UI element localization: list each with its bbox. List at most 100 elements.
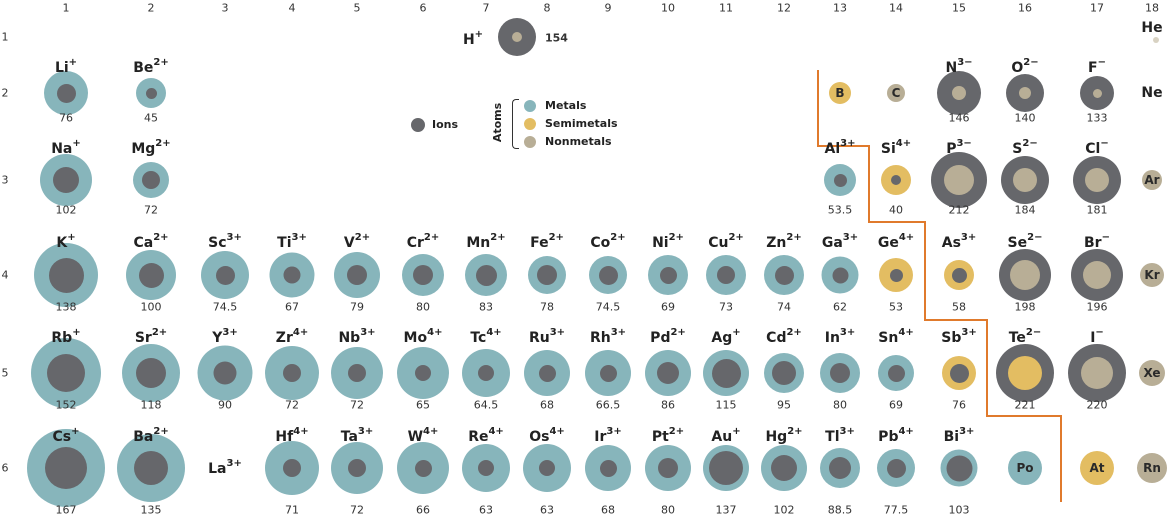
element-symbol: Nb: [338, 329, 361, 346]
atom-circle: [1019, 87, 1031, 99]
ion-symbol-label: Ru3+: [529, 327, 565, 346]
atom-circle: At: [1080, 451, 1114, 485]
legend-nonmetals-label: Nonmetals: [545, 135, 612, 148]
ion-circle: [478, 460, 494, 476]
element-symbol: Ag: [711, 329, 733, 346]
element-symbol: Ta: [340, 428, 358, 445]
ion-circle: [951, 267, 967, 283]
ionic-radius-value: 63: [479, 503, 493, 517]
element-symbol: K: [56, 234, 68, 251]
ionic-radius-value: 62: [833, 300, 847, 314]
element-symbol: Fe: [530, 234, 549, 251]
element-symbol: Al: [824, 140, 841, 157]
ion-charge: 3+: [226, 232, 242, 244]
group-number: 10: [661, 1, 675, 15]
ion-symbol-label: Sb3+: [941, 327, 976, 346]
ionic-radius-value: 72: [285, 398, 299, 412]
atom-circle: [942, 356, 976, 390]
ion-symbol-label: Be2+: [133, 57, 169, 76]
ion-symbol-label: Ti3+: [277, 232, 307, 251]
ion-charge: 2−: [1023, 57, 1039, 69]
ion-symbol-label: Te2−: [1009, 327, 1042, 346]
element-symbol: Cr: [406, 234, 424, 251]
ionic-radius-value: 76: [59, 111, 73, 125]
ionic-radius-value: 80: [661, 503, 675, 517]
ionic-radius-value: 79: [350, 300, 364, 314]
ionic-radius-value: 76: [952, 398, 966, 412]
ion-charge: +: [71, 426, 80, 438]
atom-circle: Kr: [1140, 263, 1164, 287]
ion-circle: [537, 265, 557, 285]
ion-symbol-label: O2−: [1011, 57, 1039, 76]
ion-symbol-label: Os4+: [529, 426, 565, 445]
ion-charge: 2+: [548, 232, 564, 244]
ion-symbol-label: Cu2+: [708, 232, 744, 251]
element-symbol: Hg: [765, 428, 788, 445]
ion-charge: 2+: [153, 426, 169, 438]
ion-charge: 2+: [610, 232, 626, 244]
ionic-radius-value: 74.5: [595, 300, 621, 314]
ion-circle: [45, 447, 87, 489]
ion-symbol-label: Ba2+: [133, 426, 169, 445]
ion-charge: 3−: [956, 138, 972, 150]
ionic-radius-value: 65: [416, 398, 430, 412]
ion-symbol-label: P3−: [946, 138, 972, 157]
ion-circle: [891, 175, 901, 185]
atom-circle: [512, 32, 522, 42]
atom-circle: [524, 350, 570, 396]
element-symbol: S: [1012, 140, 1023, 157]
staircase-line: [817, 70, 1062, 502]
ion-circle: [478, 365, 494, 381]
group-number: 6: [419, 1, 427, 15]
atom-circle: [136, 78, 166, 108]
ion-charge: +: [72, 138, 81, 150]
ion-circle: [709, 451, 743, 485]
ion-symbol-label: Ag+: [711, 327, 740, 346]
ion-circle: [999, 249, 1051, 301]
group-number: 1: [62, 1, 70, 15]
atom-circle: [645, 445, 691, 491]
atom-circle: [269, 252, 315, 298]
ion-symbol-label: Tc4+: [470, 327, 501, 346]
ion-circle: [415, 365, 431, 381]
element-symbol: Po: [1016, 461, 1034, 475]
element-symbol: Cl: [1085, 140, 1101, 157]
group-number: 3: [221, 1, 229, 15]
ion-circle: [48, 257, 84, 293]
ion-symbol-label: I−: [1090, 327, 1104, 346]
ionic-radius-value: 66.5: [595, 398, 621, 412]
ion-symbol-label: Bi3+: [943, 426, 975, 445]
element-symbol: Br: [1084, 234, 1102, 251]
ionic-radius-value: 68: [540, 398, 554, 412]
ionic-radius-value: 103: [948, 503, 970, 517]
ion-charge: 3+: [291, 232, 307, 244]
element-symbol: Re: [468, 428, 489, 445]
ion-circle: [413, 265, 433, 285]
ion-charge: −: [1095, 327, 1104, 339]
ionic-radius-value: 221: [1014, 398, 1036, 412]
element-symbol: Au: [711, 428, 733, 445]
ion-charge: 3+: [842, 232, 859, 244]
ion-charge: 2+: [787, 426, 803, 438]
ion-circle: [414, 459, 432, 477]
ionic-radius-value: 71: [285, 503, 299, 517]
element-symbol: Ge: [877, 234, 899, 251]
ion-charge: 3+: [226, 458, 242, 470]
ion-symbol-label: Hf4+: [275, 426, 308, 445]
legend-nonmetals-swatch: [524, 136, 536, 148]
ion-charge: 3+: [610, 327, 627, 339]
ion-charge: +: [72, 327, 81, 339]
group-number: 14: [889, 1, 903, 15]
ion-circle: [1073, 156, 1121, 204]
ionic-radius-value: 69: [661, 300, 675, 314]
ion-charge: +: [67, 232, 76, 244]
ionic-radius-value: 198: [1014, 300, 1036, 314]
element-symbol: Xe: [1143, 366, 1161, 380]
element-symbol: Bi: [943, 428, 960, 445]
atom-circle: [334, 252, 380, 298]
ion-circle: [598, 265, 618, 285]
ion-circle: [213, 361, 237, 385]
ion-charge: 3+: [606, 426, 622, 438]
ion-symbol-label: Al3+: [824, 138, 856, 157]
ion-symbol-label: Y3+: [212, 327, 237, 346]
